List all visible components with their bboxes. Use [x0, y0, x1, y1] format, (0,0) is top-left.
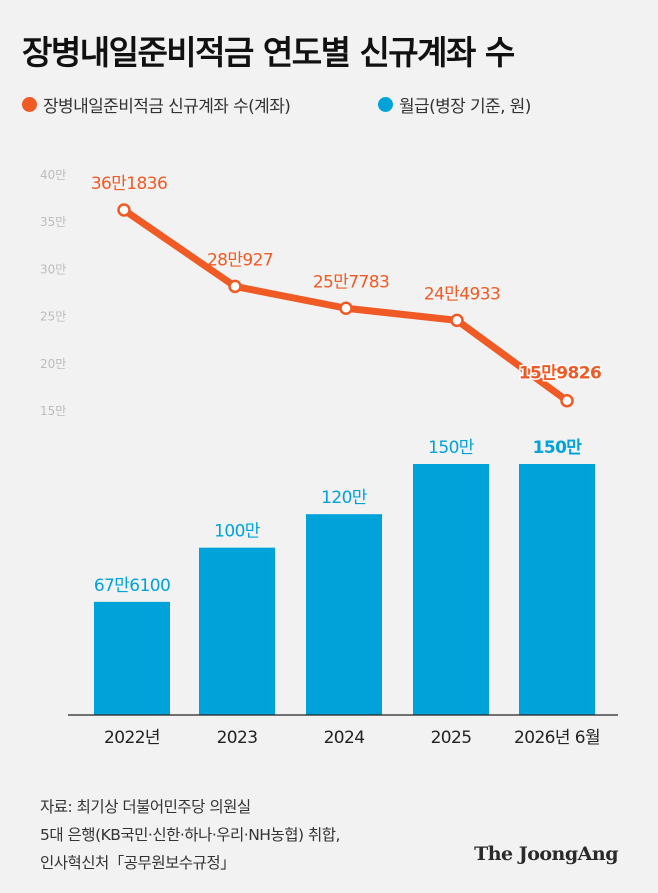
line-value-label: 15만9826: [519, 364, 601, 384]
accounts-point: [117, 203, 131, 217]
bar-value-label: 67만6100: [94, 576, 170, 596]
chart-title: 장병내일준비적금 연도별 신규계좌 수: [22, 33, 515, 72]
y-tick-label: 30만: [40, 262, 66, 276]
source-line-3: 인사혁신처「공무원보수규정」: [40, 854, 236, 872]
y-tick-label: 35만: [40, 215, 66, 229]
y-tick-label: 20만: [40, 357, 66, 371]
line-value-label: 25만7783: [313, 272, 389, 292]
legend-item-accounts: 장병내일준비적금 신규계좌 수(계좌): [22, 92, 291, 117]
x-category-label: 2025: [431, 728, 472, 748]
salary-bar: [199, 547, 275, 715]
accounts-point: [228, 279, 242, 294]
bar-value-label: 150만: [428, 438, 475, 458]
y-tick-label: 25만: [40, 310, 66, 324]
x-category-label: 2023: [217, 728, 258, 748]
line-value-label: 24만4933: [424, 284, 500, 304]
accounts-point: [450, 313, 464, 328]
legend-dot-blue: [378, 97, 393, 112]
legend-label-salary: 월급(병장 기준, 원): [399, 97, 531, 117]
source-line-1: 자료: 최기상 더불어민주당 의원실: [40, 798, 251, 816]
line-value-label: 36만1836: [91, 174, 167, 194]
x-category-label: 2026년 6월: [514, 728, 600, 748]
accounts-point: [339, 301, 353, 316]
bar-value-label: 150만: [533, 438, 583, 458]
x-category-label: 2022년: [104, 728, 160, 748]
bar-value-label: 100만: [214, 522, 261, 542]
x-category-label: 2024: [324, 728, 365, 748]
legend-item-salary: 월급(병장 기준, 원): [378, 92, 531, 117]
line-value-label: 28만927: [207, 250, 273, 270]
y-tick-label: 40만: [40, 168, 66, 182]
salary-bar: [306, 514, 382, 715]
accounts-point: [560, 393, 574, 408]
bar-value-label: 120만: [321, 488, 368, 508]
y-tick-label: 15만: [40, 404, 66, 418]
source-line-2: 5대 은행(KB국민·신한·하나·우리·NH농협) 취합,: [40, 826, 340, 844]
salary-bar: [519, 464, 595, 715]
salary-bar: [94, 601, 170, 715]
legend-label-accounts: 장병내일준비적금 신규계좌 수(계좌): [43, 97, 291, 117]
legend-dot-orange: [22, 97, 37, 112]
publisher-logo: The JoongAng: [474, 843, 618, 865]
salary-bar: [413, 464, 489, 715]
